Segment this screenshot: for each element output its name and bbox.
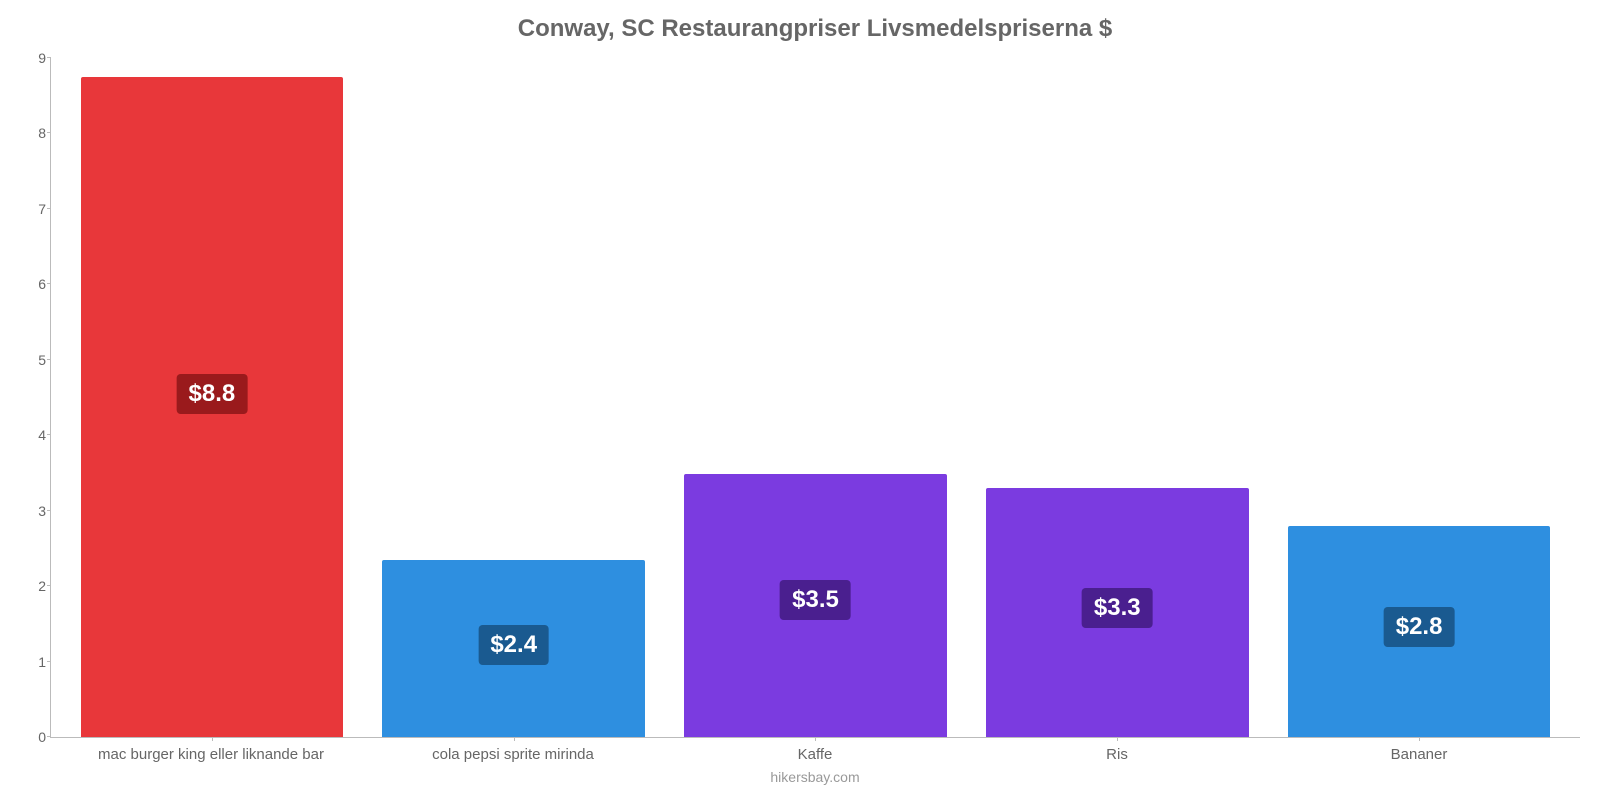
bar-slot: $2.8 xyxy=(1268,58,1570,737)
x-axis-label: Bananer xyxy=(1268,746,1570,763)
y-tick-label: 7 xyxy=(16,201,46,217)
bar: $3.3 xyxy=(986,488,1249,737)
y-tick-label: 5 xyxy=(16,352,46,368)
y-tick-label: 9 xyxy=(16,50,46,66)
footer-credit: hikersbay.com xyxy=(50,769,1580,785)
y-tick-label: 1 xyxy=(16,654,46,670)
x-axis-label: Ris xyxy=(966,746,1268,763)
x-axis-label: mac burger king eller liknande bar xyxy=(60,746,362,763)
chart-title: Conway, SC Restaurangpriser Livsmedelspr… xyxy=(50,10,1580,43)
bar-slot: $2.4 xyxy=(363,58,665,737)
y-tick-label: 8 xyxy=(16,125,46,141)
plot-area: 0123456789 $8.8$2.4$3.5$3.3$2.8 xyxy=(50,58,1580,738)
y-tick-label: 0 xyxy=(16,729,46,745)
y-tick-label: 4 xyxy=(16,427,46,443)
bars-row: $8.8 $2.4 $3.5 $3.3 $2.8 xyxy=(51,58,1580,737)
x-tick-mark xyxy=(1117,737,1118,741)
x-axis-labels: mac burger king eller liknande barcola p… xyxy=(50,738,1580,763)
x-tick-mark xyxy=(815,737,816,741)
x-tick-mark xyxy=(212,737,213,741)
bar: $2.8 xyxy=(1288,526,1551,737)
y-tick-label: 6 xyxy=(16,276,46,292)
bar-slot: $3.3 xyxy=(966,58,1268,737)
x-tick-mark xyxy=(514,737,515,741)
x-axis-label: cola pepsi sprite mirinda xyxy=(362,746,664,763)
bar-value-badge: $8.8 xyxy=(177,374,248,414)
x-axis-label: Kaffe xyxy=(664,746,966,763)
bar-value-badge: $3.5 xyxy=(780,580,851,620)
y-tick-label: 3 xyxy=(16,503,46,519)
y-axis: 0123456789 xyxy=(16,58,46,737)
bar-value-badge: $2.4 xyxy=(478,625,549,665)
bar: $2.4 xyxy=(382,560,645,737)
bar-slot: $3.5 xyxy=(665,58,967,737)
bar-value-badge: $3.3 xyxy=(1082,588,1153,628)
bar-value-badge: $2.8 xyxy=(1384,607,1455,647)
bar: $8.8 xyxy=(81,77,344,737)
bar: $3.5 xyxy=(684,474,947,737)
y-tick-label: 2 xyxy=(16,578,46,594)
chart-container: Conway, SC Restaurangpriser Livsmedelspr… xyxy=(0,0,1600,800)
x-tick-mark xyxy=(1419,737,1420,741)
bar-slot: $8.8 xyxy=(61,58,363,737)
